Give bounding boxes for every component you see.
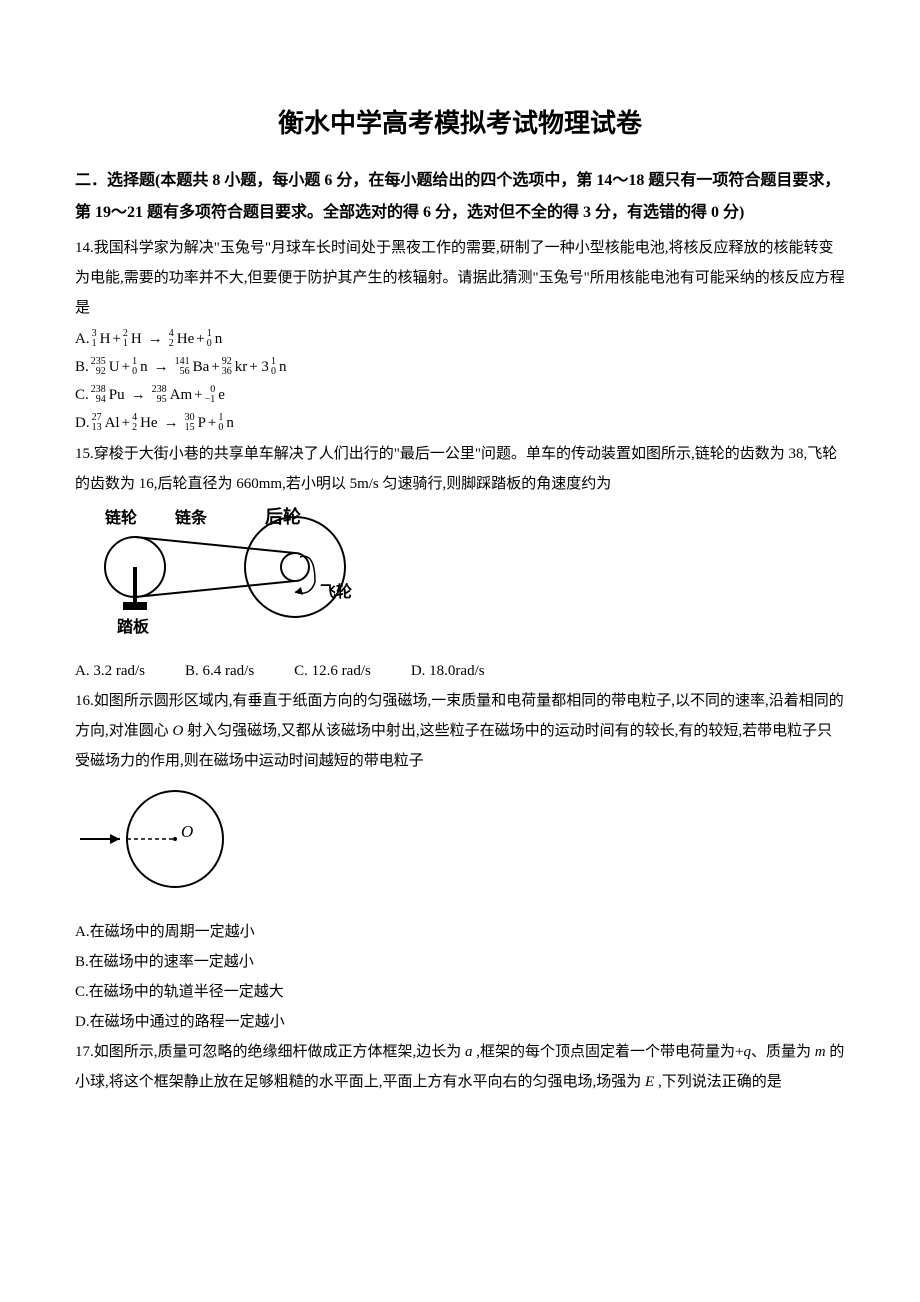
center-point [173, 837, 177, 841]
pedal-rect [123, 602, 147, 610]
rear-wheel-circle [245, 517, 345, 617]
arrow: → [148, 327, 163, 351]
arrow: → [164, 411, 179, 435]
q16-text-p2: 射入匀强磁场,又都从该磁场中射出,这些粒子在磁场中的运动时间有的较长,有的较短,… [75, 723, 832, 769]
plus: + [194, 383, 202, 407]
isotope: 9236 [222, 357, 232, 377]
isotope: 42 [169, 329, 174, 349]
element: H [100, 327, 111, 351]
label-chain: 链条 [175, 508, 208, 527]
element: P [198, 411, 206, 435]
magnetic-field-diagram: O [75, 784, 245, 899]
element: kr [235, 355, 248, 379]
q15-option-d: D. 18.0rad/s [411, 656, 485, 686]
isotope: 0−1 [205, 385, 216, 405]
element: He [140, 411, 158, 435]
q16-option-b: B.在磁场中的速率一定越小 [75, 947, 845, 977]
q16-option-d: D.在磁场中通过的路程一定越小 [75, 1007, 845, 1037]
label-chain-wheel: 链轮 [105, 508, 137, 527]
isotope: 23592 [91, 357, 106, 377]
flywheel-arrow [295, 556, 315, 593]
plus: + [208, 411, 216, 435]
element: n [226, 411, 234, 435]
isotope: 10 [218, 413, 223, 433]
element: n [140, 355, 148, 379]
q16-figure: O [75, 784, 845, 910]
element: Am [170, 383, 193, 407]
q15-figure: 链轮 链条 后轮 飞轮 踏板 [75, 507, 845, 648]
isotope: 3015 [185, 413, 195, 433]
isotope: 10 [132, 357, 137, 377]
exam-title: 衡水中学高考模拟考试物理试卷 [75, 100, 845, 147]
label-flywheel: 飞轮 [320, 582, 352, 601]
q14-option-d: D. 2713 Al + 42 He → 3015 P + 10 n [75, 411, 845, 435]
plus: + [196, 327, 204, 351]
arrow: → [131, 383, 146, 407]
element: Al [105, 411, 120, 435]
question-14-text: 14.我国科学家为解决"玉兔号"月球车长时间处于黑夜工作的需要,研制了一种小型核… [75, 233, 845, 323]
q16-option-c: C.在磁场中的轨道半径一定越大 [75, 977, 845, 1007]
isotope: 10 [207, 329, 212, 349]
element: Pu [109, 383, 125, 407]
q15-option-c: C. 12.6 rad/s [294, 656, 371, 686]
isotope: 23895 [152, 385, 167, 405]
option-label: B. [75, 355, 89, 379]
isotope: 23894 [91, 385, 106, 405]
q14-option-b: B. 23592 U + 10 n → 14156 Ba + 9236 kr +… [75, 355, 845, 379]
plus: + [122, 411, 130, 435]
question-17-text: 17.如图所示,质量可忽略的绝缘细杆做成正方体框架,边长为 a ,框架的每个顶点… [75, 1037, 845, 1097]
section-header: 二．选择题(本题共 8 小题，每小题 6 分，在每小题给出的四个选项中，第 14… [75, 165, 845, 229]
particle-arrow [110, 834, 120, 844]
plus: + [112, 327, 120, 351]
q15-option-a: A. 3.2 rad/s [75, 656, 145, 686]
q16-option-a: A.在磁场中的周期一定越小 [75, 917, 845, 947]
q17-var-q: q [743, 1044, 751, 1060]
option-label: D. [75, 411, 90, 435]
arrow: → [154, 355, 169, 379]
element: n [215, 327, 223, 351]
label-O: O [181, 822, 193, 841]
plus: + [211, 355, 219, 379]
element: He [177, 327, 195, 351]
isotope: 2713 [92, 413, 102, 433]
plus: + [122, 355, 130, 379]
element: H [131, 327, 142, 351]
q17-var-a: a [465, 1044, 473, 1060]
isotope: 10 [271, 357, 276, 377]
q17-text-p1: 17.如图所示,质量可忽略的绝缘细杆做成正方体框架,边长为 [75, 1044, 465, 1060]
isotope: 31 [92, 329, 97, 349]
isotope: 42 [132, 413, 137, 433]
option-label: A. [75, 327, 90, 351]
element: U [109, 355, 120, 379]
q14-option-a: A. 31 H + 21 H → 42 He + 10 n [75, 327, 845, 351]
q14-option-c: C. 23894 Pu → 23895 Am + 0−1 e [75, 383, 845, 407]
isotope: 14156 [175, 357, 190, 377]
question-16-text: 16.如图所示圆形区域内,有垂直于纸面方向的匀强磁场,一束质量和电荷量都相同的带… [75, 686, 845, 776]
q17-text-p2: ,框架的每个顶点固定着一个带电荷量为+ [473, 1044, 744, 1060]
q15-options: A. 3.2 rad/s B. 6.4 rad/s C. 12.6 rad/s … [75, 656, 845, 686]
question-15-text: 15.穿梭于大街小巷的共享单车解决了人们出行的"最后一公里"问题。单车的传动装置… [75, 439, 845, 499]
element: Ba [193, 355, 210, 379]
q17-var-E: E [645, 1074, 654, 1090]
q15-option-b: B. 6.4 rad/s [185, 656, 254, 686]
flywheel-circle [281, 553, 309, 581]
q17-text-p3: 、质量为 [751, 1044, 815, 1060]
plus: + 3 [249, 355, 269, 379]
q17-var-m: m [815, 1044, 826, 1060]
q16-var-O: O [173, 723, 184, 739]
label-pedal: 踏板 [117, 617, 150, 636]
option-label: C. [75, 383, 89, 407]
bicycle-diagram: 链轮 链条 后轮 飞轮 踏板 [75, 507, 365, 637]
element: e [218, 383, 225, 407]
q17-text-p5: ,下列说法正确的是 [654, 1074, 782, 1090]
arrow-head [295, 587, 303, 595]
element: n [279, 355, 287, 379]
isotope: 21 [123, 329, 128, 349]
